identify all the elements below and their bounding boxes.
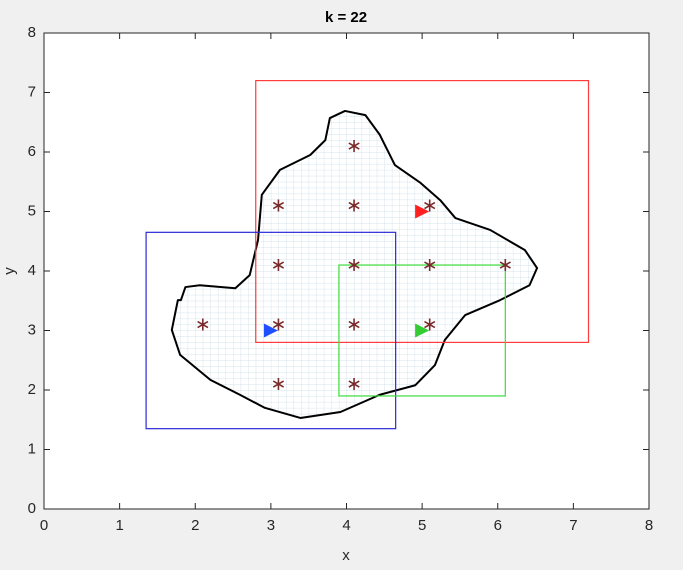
chart-title: k = 22: [325, 9, 367, 26]
y-tick-label: 4: [28, 262, 36, 279]
point: [348, 259, 360, 272]
point: [348, 378, 360, 391]
y-tick-label: 2: [28, 381, 36, 398]
point: [348, 140, 360, 153]
y-tick-label: 6: [28, 143, 36, 160]
region-rect: [338, 264, 506, 397]
x-tick-label: 6: [494, 517, 502, 534]
agent: [263, 323, 278, 338]
x-tick-label: 5: [418, 517, 426, 534]
point: [197, 318, 209, 331]
y-tick-label: 5: [28, 202, 36, 219]
agent: [415, 323, 430, 338]
point: [424, 259, 436, 272]
point: [272, 259, 285, 272]
point: [272, 199, 285, 212]
y-tick-label: 1: [28, 440, 36, 457]
x-tick-label: 2: [191, 517, 199, 534]
y-tick-label: 0: [28, 500, 36, 517]
y-tick-label: 8: [28, 24, 36, 41]
point: [424, 199, 436, 212]
region-rect: [145, 231, 397, 430]
region-rect: [255, 79, 590, 343]
x-tick-label: 3: [267, 517, 275, 534]
point: [499, 259, 511, 272]
x-axis-label: x: [342, 547, 350, 564]
x-tick-label: 4: [342, 517, 350, 534]
point: [272, 318, 285, 331]
point: [272, 378, 285, 391]
x-tick-label: 7: [569, 517, 577, 534]
point: [348, 318, 360, 331]
x-tick-label: 8: [645, 517, 653, 534]
x-tick-label: 0: [40, 517, 48, 534]
y-axis-label: y: [1, 267, 18, 275]
y-tick-label: 3: [28, 321, 36, 338]
x-tick-label: 1: [115, 517, 123, 534]
point: [424, 318, 436, 331]
agent: [415, 204, 430, 219]
point: [348, 199, 360, 212]
y-tick-label: 7: [28, 83, 36, 100]
